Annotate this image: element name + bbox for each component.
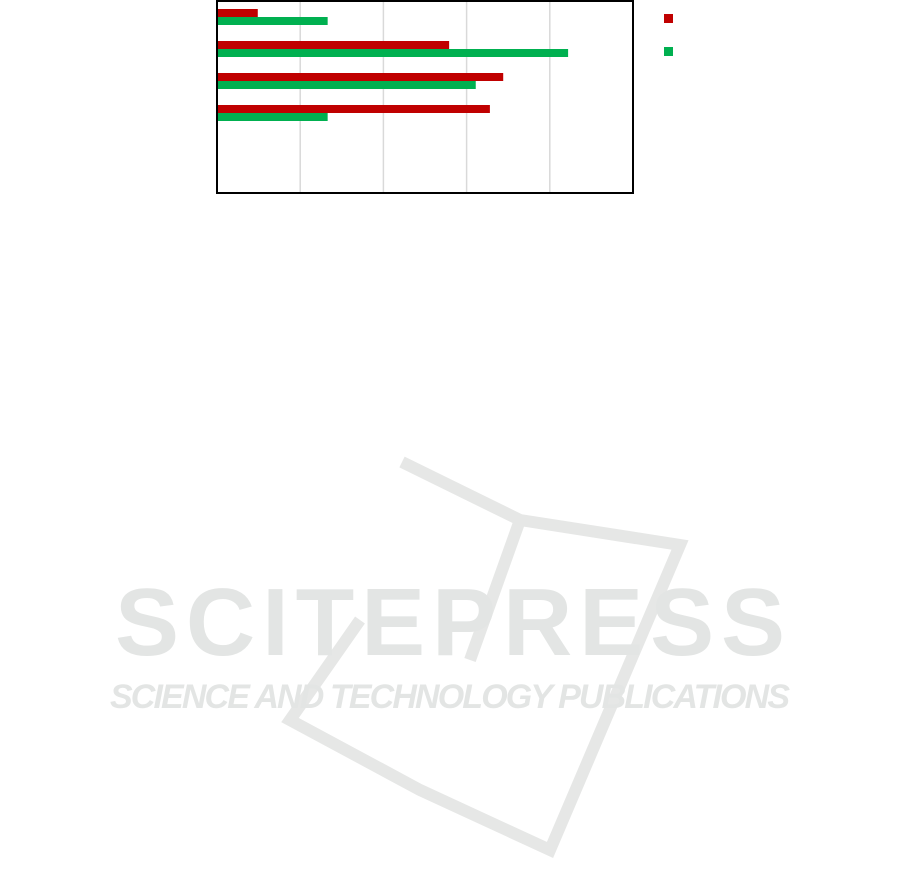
legend-swatch-1 (664, 14, 673, 23)
watermark-tagline: SCIENCE AND TECHNOLOGY PUBLICATIONS (110, 678, 790, 716)
bar-series1-3 (217, 73, 504, 81)
legend-swatch-2 (664, 47, 673, 56)
bar-chart (216, 0, 673, 194)
book-logo-icon (281, 456, 689, 859)
bar-series1-2 (217, 41, 450, 49)
bar-series1-1 (217, 9, 258, 17)
watermark-logo-text: SCITEPRESS (115, 569, 785, 676)
bar-series2-1 (217, 17, 328, 25)
bar-series2-2 (217, 49, 569, 57)
plot-area-border (216, 0, 634, 194)
bar-series2-4 (217, 113, 328, 121)
bar-series2-3 (217, 81, 476, 89)
bar-series1-4 (217, 105, 490, 113)
